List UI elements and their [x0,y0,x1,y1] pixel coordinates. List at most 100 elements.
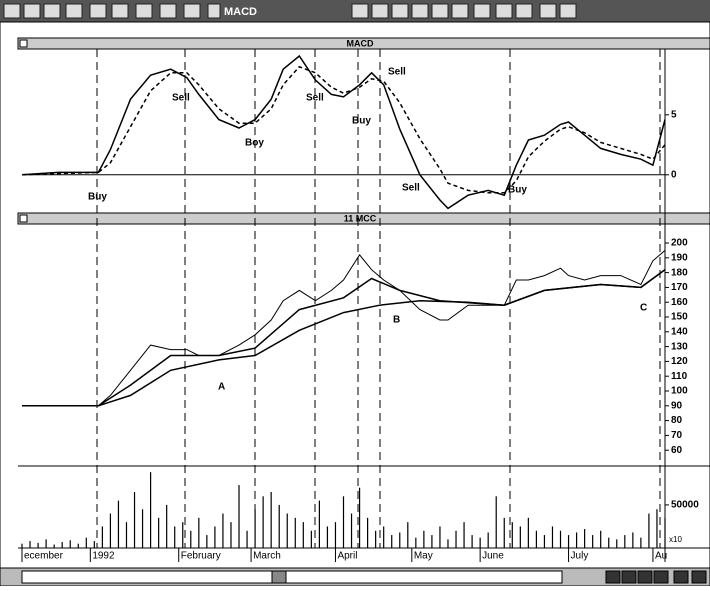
volume-bar [109,513,112,548]
volume-bar [358,487,361,548]
y-tick-label: 130 [671,341,688,352]
panel-title: 11 MCC [344,213,377,223]
y-tick-label: 70 [671,430,683,441]
chart-icon[interactable] [207,3,221,19]
volume-bar [439,526,441,548]
y-unit-label: x10 [669,535,682,544]
volume-bar [375,530,377,548]
volume-bar [222,513,224,548]
scrollbar[interactable] [21,570,563,584]
scroll-thumb[interactable] [271,570,287,584]
volume-bar [158,517,160,548]
volume-bar [535,530,537,548]
volume-bar [254,509,256,548]
panel-title: MACD [347,38,374,48]
volume-bar [608,537,610,548]
volume-bar [415,537,417,548]
annotation: Sell [402,183,420,194]
status-buttons[interactable] [605,570,707,584]
volume-bar [294,517,296,548]
y-tick-label: 200 [671,238,688,249]
volume-bar [133,491,136,548]
x-tick-label: February [181,551,221,562]
annotation: Buy [508,185,527,196]
y-tick-label: 50000 [671,500,699,511]
volume-bar [326,526,329,548]
series-line [22,269,666,407]
y-tick-label: 5 [671,109,677,120]
volume-bar [495,496,497,548]
x-tick-label: 1992 [92,551,115,562]
volume-bar [174,526,176,548]
volume-bar [342,496,345,548]
volume-bar [455,530,457,548]
y-tick-label: 90 [671,400,683,411]
x-tick-label: July [571,551,589,562]
x-tick-label: April [337,551,357,562]
panel-menu[interactable] [19,39,28,48]
panel-menu[interactable] [19,214,28,223]
y-tick-label: 80 [671,415,683,426]
series-line [21,54,666,210]
volume-bar [141,509,144,548]
volume-bar [101,526,103,548]
annotation: Sell [306,93,324,104]
x-tick-label: June [482,551,504,562]
y-tick-label: 100 [671,386,688,397]
toolbar-title: MACD [224,6,257,18]
volume-bar [230,522,232,548]
volume-bar [664,517,666,548]
toolbar-buttons[interactable] [3,3,577,19]
volume-bar [77,543,79,548]
volume-bar [117,500,120,548]
volume-bar [270,491,272,548]
volume-bar [600,530,602,548]
volume-bar [182,522,184,548]
volume-bar [567,535,570,548]
panel-title-bar [17,37,710,50]
volume-bar [656,509,658,548]
volume-bar [367,517,369,548]
y-tick-label: 140 [671,326,688,337]
volume-bar [407,522,409,548]
x-tick-label: Au [655,551,667,562]
volume-bar [551,526,554,548]
volume-bar [302,522,304,548]
y-tick-label: 170 [671,282,688,293]
annotation: Buy [88,192,107,203]
volume-bar [632,532,634,548]
x-tick-label: May [414,551,433,562]
y-tick-label: 110 [671,371,688,382]
volume-bar [423,530,425,548]
series-line [21,65,666,194]
volume-bar [53,544,55,548]
volume-bar [431,535,433,548]
volume-bar [399,532,401,548]
volume-bar [383,526,385,548]
volume-bar [262,496,264,548]
volume-bar [238,485,240,548]
annotation: A [218,382,225,393]
volume-bar [150,472,152,548]
annotation: B [393,315,400,326]
volume-bar [334,522,337,548]
series-line [22,250,666,407]
panel-title-bar [17,212,710,225]
y-tick-label: 190 [671,252,688,263]
y-tick-label: 120 [671,356,688,367]
volume-bar [471,535,473,548]
volume-bar [584,529,586,548]
volume-bar [214,526,216,548]
volume-bar [487,532,489,548]
volume-bar [592,535,594,548]
volume-bar [575,532,578,548]
annotation: C [640,303,647,314]
volume-bar [350,513,353,548]
y-tick-label: 180 [671,267,688,278]
volume-bar [278,504,280,548]
annotation: Sell [172,93,190,104]
volume-bar [29,541,31,548]
volume-bar [640,537,642,548]
volume-bar [624,535,626,548]
